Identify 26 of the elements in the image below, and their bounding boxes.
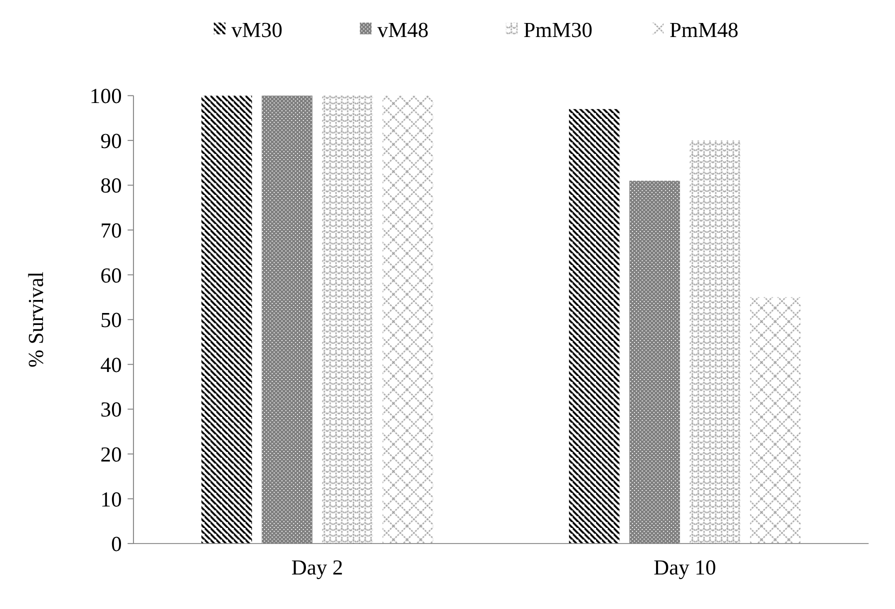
y-axis-title: % Survival — [24, 272, 48, 368]
x-tick-label: Day 10 — [654, 556, 716, 580]
legend-label: vM30 — [231, 18, 282, 42]
bar — [262, 96, 312, 544]
y-tick-label: 100 — [90, 84, 122, 108]
bar — [750, 297, 801, 544]
y-tick-label: 50 — [100, 308, 122, 332]
bar — [201, 96, 252, 544]
legend-label: vM48 — [377, 18, 429, 42]
bar — [382, 96, 434, 544]
y-tick-label: 70 — [100, 218, 122, 243]
bar — [690, 140, 740, 544]
y-tick-label: 30 — [100, 398, 122, 422]
y-tick-label: 90 — [100, 128, 122, 153]
y-tick-label: 80 — [100, 174, 122, 198]
bar — [322, 96, 373, 544]
y-tick-label: 20 — [100, 442, 122, 466]
bar — [629, 180, 680, 544]
y-tick-label: 0 — [111, 532, 122, 556]
bar — [568, 109, 620, 544]
y-tick-label: 60 — [100, 263, 122, 288]
x-tick-label: Day 2 — [291, 556, 344, 580]
legend-label: PmM48 — [670, 18, 739, 42]
y-tick-label: 40 — [100, 352, 122, 377]
legend-label: PmM30 — [523, 18, 592, 42]
y-tick-label: 10 — [100, 487, 122, 512]
